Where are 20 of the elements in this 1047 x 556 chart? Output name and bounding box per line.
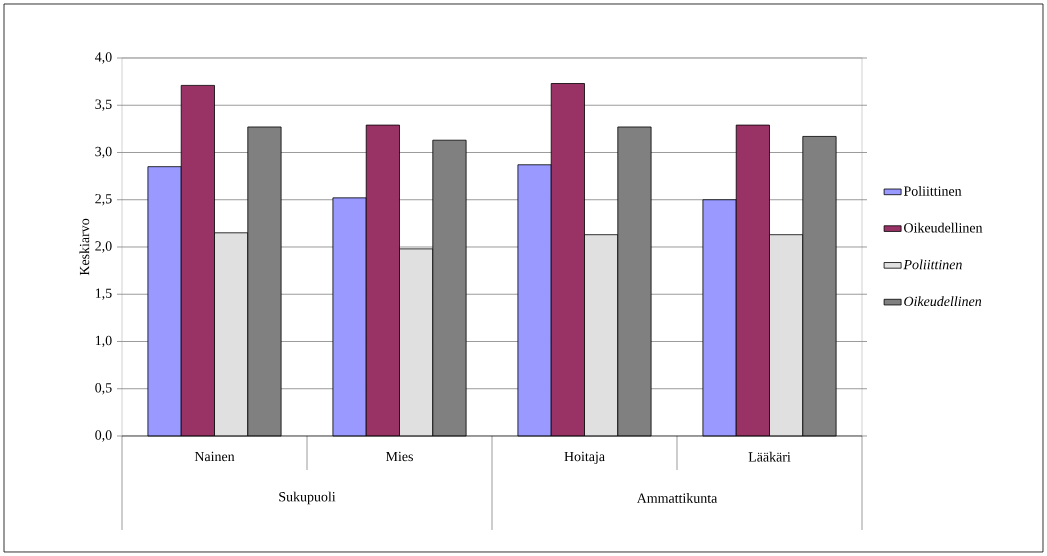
x-tick-label: Mies <box>385 451 413 462</box>
y-tick-label: 2,5 <box>95 194 112 206</box>
y-tick-label: 0,5 <box>95 383 112 395</box>
legend-label: Oikeudellinen <box>904 222 983 233</box>
y-tick-label: 3,0 <box>95 146 112 159</box>
text: Ammattikunta <box>636 493 718 503</box>
x-tick-label: Lääkäri <box>748 451 791 462</box>
x-tick-label: Nainen <box>194 451 235 462</box>
legend-label: Oikeudellinen <box>904 296 982 307</box>
x-tick-label: Hoitaja <box>564 451 605 465</box>
y-tick-label: 2,0 <box>95 241 112 253</box>
text: Sukupuoli <box>279 491 336 505</box>
y-tick-label: 1,5 <box>95 288 112 300</box>
y-axis-title: Keskiarvo <box>79 218 90 276</box>
y-tick-label: 1,0 <box>95 335 112 348</box>
y-tick-label: 4,0 <box>94 52 112 64</box>
legend-label: Poliittinen <box>903 185 962 196</box>
y-tick-label: 0,0 <box>95 430 112 442</box>
y-tick-label: 3,5 <box>95 99 112 111</box>
legend-label: Poliittinen <box>903 259 962 270</box>
